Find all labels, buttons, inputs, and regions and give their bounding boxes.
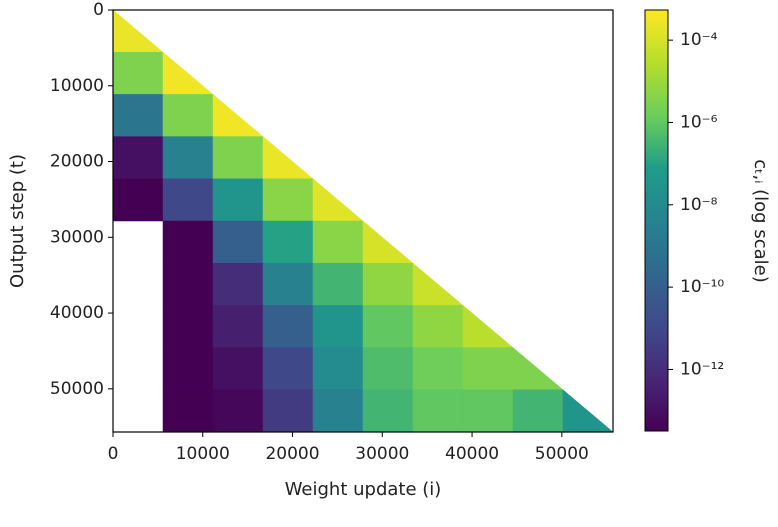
heatmap-cell bbox=[112, 51, 164, 95]
heatmap-cell bbox=[362, 220, 414, 264]
colorbar-title: cₜ,ᵢ (log scale) bbox=[750, 159, 771, 282]
heatmap-cell bbox=[462, 304, 514, 348]
x-tick-label: 30000 bbox=[355, 444, 409, 464]
heatmap-cell bbox=[112, 136, 164, 180]
y-tick-label: 40000 bbox=[50, 303, 104, 323]
heatmap-cell bbox=[362, 262, 414, 306]
heatmap-cell bbox=[162, 220, 214, 264]
heatmap-cell bbox=[212, 347, 264, 391]
heatmap-cell bbox=[212, 389, 264, 433]
heatmap-cell bbox=[562, 389, 614, 433]
heatmap-cell bbox=[262, 136, 314, 180]
y-tick-label: 10000 bbox=[50, 76, 104, 96]
heatmap-cell bbox=[362, 347, 414, 391]
heatmap-cell bbox=[162, 262, 214, 306]
heatmap-cell bbox=[212, 305, 264, 348]
heatmap-cell bbox=[312, 262, 364, 306]
heatmap-cell bbox=[312, 305, 364, 348]
heatmap-cell bbox=[212, 262, 264, 306]
heatmap-cell bbox=[262, 178, 314, 222]
heatmap-cell bbox=[212, 136, 264, 180]
colorbar-tick-label: 10⁻⁶ bbox=[680, 112, 718, 132]
colorbar-tick-label: 10⁻⁸ bbox=[680, 195, 718, 215]
heatmap-cell bbox=[412, 347, 464, 391]
heatmap-cell bbox=[212, 220, 264, 264]
heatmap-cell bbox=[312, 347, 364, 391]
heatmap-cell bbox=[262, 347, 314, 391]
heatmap-cell bbox=[462, 347, 514, 391]
colorbar-tick-label: 10⁻¹⁰ bbox=[680, 277, 724, 297]
heatmap-cell bbox=[362, 389, 414, 433]
y-tick-label: 30000 bbox=[50, 227, 104, 247]
y-tick-label: 20000 bbox=[50, 152, 104, 172]
colorbar-tick-label: 10⁻¹² bbox=[680, 359, 724, 379]
x-tick-label: 0 bbox=[108, 444, 119, 464]
heatmap-cell bbox=[462, 389, 514, 433]
heatmap-cell bbox=[512, 389, 564, 433]
x-axis-title: Weight update (i) bbox=[285, 479, 442, 500]
heatmap-cell bbox=[362, 305, 414, 348]
y-axis-title: Output step (t) bbox=[7, 154, 28, 288]
heatmap-cell bbox=[412, 389, 464, 433]
heatmap-cell bbox=[262, 305, 314, 348]
heatmap-cell bbox=[162, 389, 214, 433]
plot-frame bbox=[112, 9, 614, 433]
heatmap-cell bbox=[412, 305, 464, 348]
heatmap-cell bbox=[312, 220, 364, 264]
y-tick-label: 50000 bbox=[50, 379, 104, 399]
heatmap-cell bbox=[262, 389, 314, 433]
heatmap-cell bbox=[162, 305, 214, 348]
heatmap-cell bbox=[162, 178, 214, 222]
heatmap-cell bbox=[262, 220, 314, 264]
x-tick-label: 40000 bbox=[445, 444, 499, 464]
heatmap-cell bbox=[162, 51, 214, 95]
heatmap-cell bbox=[412, 262, 464, 306]
x-tick-label: 50000 bbox=[535, 444, 589, 464]
heatmap bbox=[112, 9, 614, 433]
x-tick-label: 20000 bbox=[265, 444, 319, 464]
heatmap-cell bbox=[162, 94, 214, 137]
heatmap-cell bbox=[512, 347, 564, 391]
heatmap-cell bbox=[112, 94, 164, 137]
heatmap-cell bbox=[112, 9, 164, 53]
heatmap-cell bbox=[312, 178, 364, 222]
colorbar bbox=[644, 9, 669, 432]
heatmap-cell bbox=[262, 262, 314, 306]
heatmap-cell bbox=[162, 136, 214, 180]
heatmap-cell bbox=[312, 389, 364, 433]
heatmap-cell bbox=[112, 178, 164, 222]
heatmap-cell bbox=[162, 347, 214, 391]
heatmap-cell bbox=[212, 178, 264, 222]
x-tick-label: 10000 bbox=[176, 444, 230, 464]
colorbar-tick-label: 10⁻⁴ bbox=[680, 30, 718, 50]
y-tick-label: 0 bbox=[93, 0, 104, 20]
heatmap-cell bbox=[212, 93, 264, 137]
